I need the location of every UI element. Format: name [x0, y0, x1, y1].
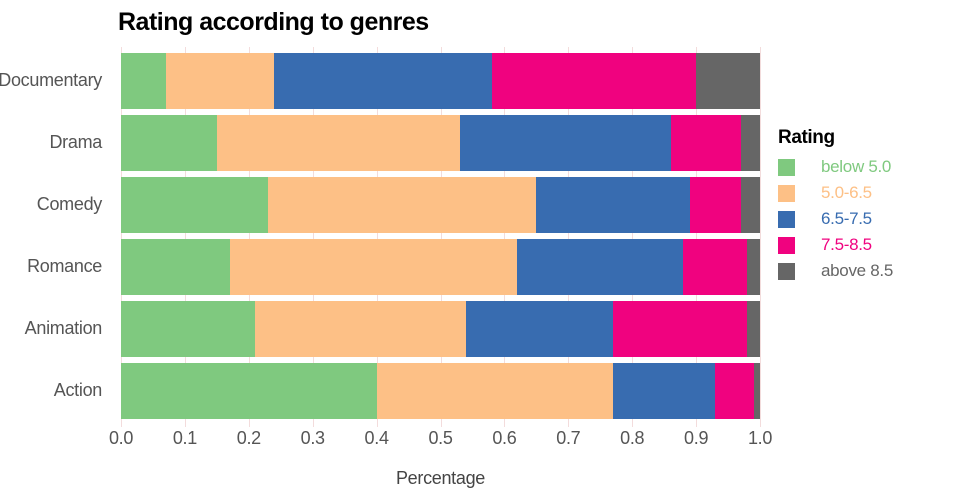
x-tick-mark: [760, 421, 761, 427]
bar-segment: [613, 363, 716, 419]
bar-segment: [613, 301, 748, 357]
x-tick-mark: [312, 421, 314, 427]
legend-item: above 8.5: [778, 258, 958, 284]
legend-item: 7.5-8.5: [778, 232, 958, 258]
gridline: [760, 47, 761, 421]
bar-segment: [121, 239, 230, 295]
legend-swatch: [778, 236, 795, 254]
legend-label: 7.5-8.5: [821, 235, 872, 254]
bar-segment: [740, 177, 760, 233]
x-tick-mark: [184, 421, 186, 427]
bar-segment: [229, 239, 518, 295]
x-tick-label: 0.0: [108, 428, 134, 448]
y-axis-label: Documentary: [0, 70, 102, 90]
legend-label: above 8.5: [821, 261, 893, 280]
x-tick-mark: [632, 421, 634, 427]
bar-segment: [216, 115, 460, 171]
bar-row-action: [121, 363, 760, 419]
bar-segment: [121, 115, 217, 171]
chart-title: Rating according to genres: [118, 8, 429, 36]
bar-segment: [255, 301, 467, 357]
gridline: [440, 47, 442, 421]
x-tick-mark: [696, 421, 698, 427]
bar-segment: [740, 115, 760, 171]
x-tick-label: 0.3: [300, 428, 325, 448]
bar-segment: [689, 177, 741, 233]
x-tick-mark: [376, 421, 378, 427]
x-axis-title: Percentage: [395, 468, 486, 488]
x-tick-mark: [248, 421, 250, 427]
legend-swatch: [778, 158, 795, 176]
gridline: [632, 47, 634, 421]
x-tick-mark: [568, 421, 570, 427]
x-tick-label: 0.6: [492, 428, 517, 448]
x-tick-mark: [440, 421, 442, 427]
x-tick-label: 0.5: [428, 428, 453, 448]
bar-segment: [683, 239, 748, 295]
x-tick-label: 0.8: [620, 428, 645, 448]
x-tick-label: 0.7: [556, 428, 581, 448]
bar-segment: [466, 301, 614, 357]
bar-segment: [121, 301, 256, 357]
gridline: [248, 47, 250, 421]
x-tick-label: 0.2: [236, 428, 261, 448]
legend-swatch: [778, 262, 795, 280]
bar-row-romance: [121, 239, 760, 295]
bar-segment: [121, 53, 166, 109]
y-axis-label: Romance: [27, 256, 102, 276]
y-axis-labels: Documentary Drama Comedy Romance Animation Ac…: [0, 47, 110, 421]
x-tick-label: 0.4: [364, 428, 389, 448]
legend-swatch: [778, 210, 795, 228]
bar-row-drama: [121, 115, 760, 171]
x-tick-label: 1.0: [747, 428, 773, 448]
x-tick-label: 0.1: [172, 428, 197, 448]
gridline: [504, 47, 506, 421]
bar-segment: [670, 115, 741, 171]
bar-segment: [753, 363, 760, 419]
bar-segment: [121, 177, 268, 233]
legend-title: Rating: [778, 127, 835, 148]
plot-area: [121, 47, 761, 421]
gridline: [121, 47, 122, 421]
bar-segment: [517, 239, 684, 295]
legend-swatch: [778, 184, 795, 202]
bar-segment: [491, 53, 697, 109]
bar-segment: [165, 53, 275, 109]
bar-segment: [747, 301, 760, 357]
legend-label: 6.5-7.5: [821, 209, 872, 228]
bar-row-comedy: [121, 177, 760, 233]
gridline: [568, 47, 570, 421]
gridline: [184, 47, 186, 421]
y-axis-label: Action: [53, 380, 103, 400]
bar-segment: [536, 177, 690, 233]
gridline: [312, 47, 314, 421]
x-tick-mark: [504, 421, 506, 427]
y-axis-label: Comedy: [36, 194, 103, 214]
legend-item: 5.0-6.5: [778, 180, 958, 206]
bar-segment: [274, 53, 492, 109]
legend-item: below 5.0: [778, 154, 958, 180]
gridline: [696, 47, 698, 421]
legend-label: 5.0-6.5: [821, 183, 872, 202]
bar-segment: [121, 363, 377, 419]
bar-segment: [715, 363, 754, 419]
gridline: [376, 47, 378, 421]
y-axis-label: Drama: [49, 132, 102, 152]
legend-items: below 5.0 5.0-6.5 6.5-7.5 7.5-8.5 above 8.5: [778, 154, 958, 284]
bar-segment: [459, 115, 671, 171]
bar-segment: [747, 239, 760, 295]
x-tick-label: 0.9: [684, 428, 709, 448]
bar-row-documentary: [121, 53, 760, 109]
legend-item: 6.5-7.5: [778, 206, 958, 232]
bar-row-animation: [121, 301, 760, 357]
legend-label: below 5.0: [821, 157, 892, 176]
y-axis-label: Animation: [24, 318, 103, 338]
bar-segment: [267, 177, 537, 233]
bar-segment: [376, 363, 614, 419]
x-tick-mark: [121, 421, 122, 427]
legend: Rating below 5.0 5.0-6.5 6.5-7.5 7.5-8.5 abo…: [778, 127, 958, 284]
bar-segment: [696, 53, 760, 109]
